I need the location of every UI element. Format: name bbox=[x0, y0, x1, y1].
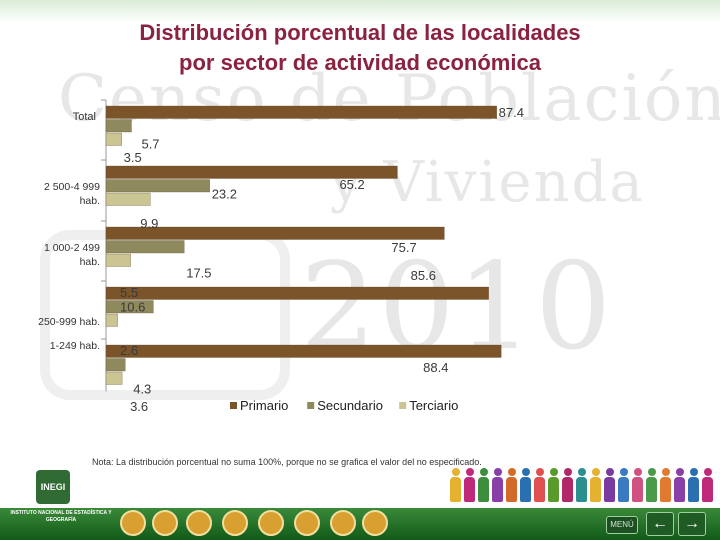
person-figure bbox=[604, 468, 615, 502]
data-label: 3.5 bbox=[124, 150, 142, 165]
person-figure bbox=[632, 468, 643, 502]
legend-swatch bbox=[307, 402, 315, 409]
bar-primario bbox=[105, 226, 445, 240]
map-icon[interactable] bbox=[330, 510, 356, 536]
bar-secundario bbox=[105, 240, 185, 254]
bar-terciario bbox=[105, 132, 122, 146]
person-figure bbox=[534, 468, 545, 502]
person-figure bbox=[688, 468, 699, 502]
bar-terciario bbox=[105, 253, 131, 267]
section-icon-8[interactable] bbox=[362, 510, 388, 536]
legend-swatch bbox=[230, 402, 237, 409]
data-label: 17.5 bbox=[186, 266, 211, 281]
data-label: 5.7 bbox=[141, 137, 159, 152]
section-icon-2[interactable] bbox=[152, 510, 178, 536]
bar-terciario bbox=[105, 192, 151, 206]
person-figure bbox=[646, 468, 657, 502]
people-decoration bbox=[440, 468, 720, 504]
watermark-line1: Censo de Población bbox=[58, 62, 720, 136]
category-label: hab. bbox=[80, 195, 100, 207]
bar-secundario bbox=[105, 119, 132, 133]
person-figure bbox=[492, 468, 503, 502]
title-line-1: Distribución porcentual de las localidad… bbox=[139, 20, 581, 45]
section-icon-3[interactable] bbox=[186, 510, 212, 536]
inegi-logo: INEGI bbox=[36, 470, 70, 504]
bar-terciario bbox=[105, 313, 118, 327]
data-label: 65.2 bbox=[339, 177, 364, 192]
person-figure bbox=[478, 468, 489, 502]
bar-primario bbox=[105, 344, 502, 358]
data-label: 4.3 bbox=[133, 382, 151, 397]
bar-terciario bbox=[105, 371, 123, 385]
legend-label: Terciario bbox=[409, 398, 458, 413]
menu-button[interactable]: MENÚ bbox=[606, 516, 638, 534]
person-figure bbox=[590, 468, 601, 502]
person-figure bbox=[702, 468, 713, 502]
person-figure bbox=[618, 468, 629, 502]
section-icon-4[interactable] bbox=[222, 510, 248, 536]
person-figure bbox=[506, 468, 517, 502]
category-label: 1 000-2 499 bbox=[44, 242, 100, 254]
legend-label: Primario bbox=[240, 398, 288, 413]
next-arrow-button[interactable]: → bbox=[678, 512, 706, 536]
person-figure bbox=[464, 468, 475, 502]
category-label: 1-249 hab. bbox=[50, 340, 100, 352]
data-label: 2.6 bbox=[120, 343, 138, 358]
person-figure bbox=[520, 468, 531, 502]
person-figure bbox=[562, 468, 573, 502]
bar-chart: Total 2 500-4 999 hab. 1 000-2 499 hab. 250-9… bbox=[38, 99, 524, 414]
title-line-2: por sector de actividad económica bbox=[179, 50, 541, 75]
legend-swatch bbox=[399, 402, 407, 409]
bar-secundario bbox=[105, 179, 210, 193]
page-title: Distribución porcentual de las localidad… bbox=[60, 18, 660, 78]
data-label: 88.4 bbox=[423, 360, 448, 375]
section-icon-6[interactable] bbox=[294, 510, 320, 536]
section-icon-1[interactable] bbox=[120, 510, 146, 536]
home-icon[interactable] bbox=[258, 510, 284, 536]
category-label: 250-999 hab. bbox=[38, 316, 100, 328]
legend-label: Secundario bbox=[317, 398, 383, 413]
data-label: 3.6 bbox=[130, 399, 148, 414]
category-label: 2 500-4 999 bbox=[44, 181, 100, 193]
inegi-caption: INSTITUTO NACIONAL DE ESTADÍSTICA Y GEOG… bbox=[10, 510, 112, 523]
chart-note: Nota: La distribución porcentual no suma… bbox=[92, 457, 482, 467]
bar-primario bbox=[105, 286, 489, 300]
top-band bbox=[0, 0, 720, 22]
data-label: 85.6 bbox=[411, 268, 436, 283]
data-label: 9.9 bbox=[140, 216, 158, 231]
category-label: hab. bbox=[80, 256, 100, 268]
person-figure bbox=[548, 468, 559, 502]
person-figure bbox=[450, 468, 461, 502]
bar-primario bbox=[105, 105, 497, 119]
person-figure bbox=[660, 468, 671, 502]
data-label: 10.6 bbox=[120, 300, 145, 315]
data-label: 5.5 bbox=[120, 285, 138, 300]
person-figure bbox=[674, 468, 685, 502]
person-figure bbox=[576, 468, 587, 502]
watermark-line2: y Vivienda bbox=[330, 150, 645, 215]
bar-secundario bbox=[105, 358, 126, 372]
data-label: 75.7 bbox=[391, 240, 416, 255]
prev-arrow-button[interactable]: ← bbox=[646, 512, 674, 536]
category-label: Total bbox=[73, 111, 96, 123]
bar-secundario bbox=[105, 300, 154, 314]
data-label: 87.4 bbox=[499, 105, 524, 120]
bar-primario bbox=[105, 165, 398, 179]
data-label: 23.2 bbox=[212, 187, 237, 202]
